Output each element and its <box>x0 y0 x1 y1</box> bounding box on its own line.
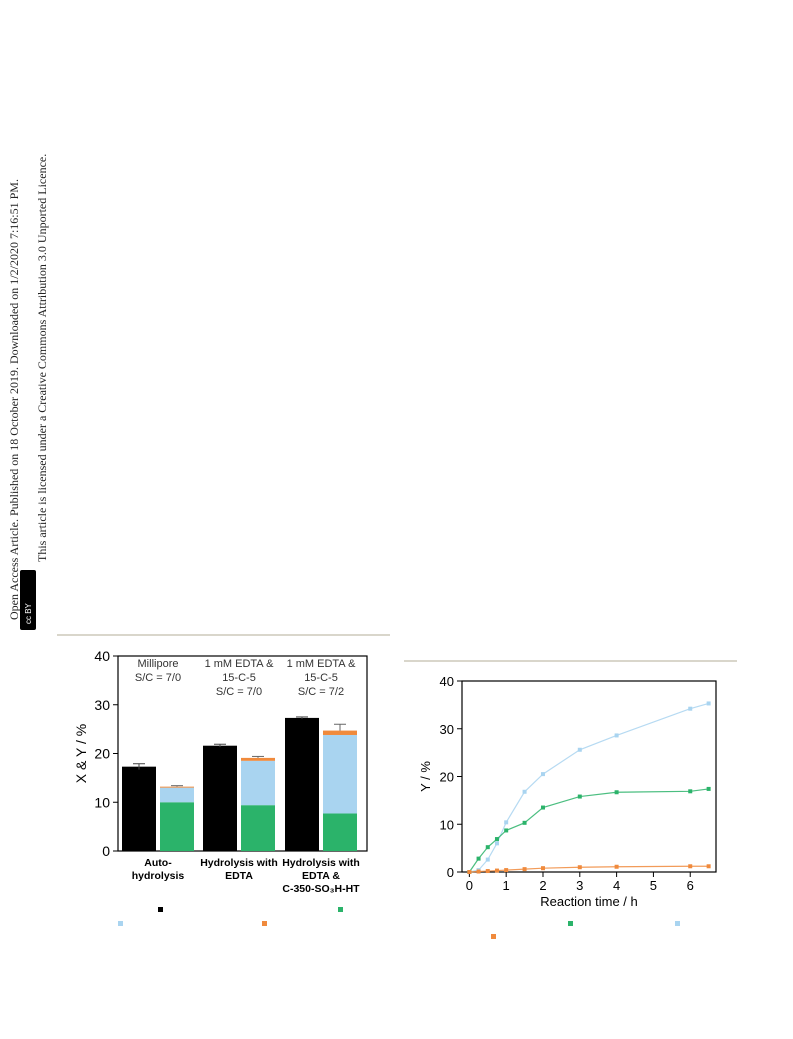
line-point-green <box>688 789 693 794</box>
line-point-green <box>494 837 499 842</box>
line-xtick-label: 2 <box>539 878 546 893</box>
line-point-orange <box>706 864 711 869</box>
bar-stack-orange <box>160 786 194 788</box>
line-xtick-label: 3 <box>576 878 583 893</box>
line-series-light_blue <box>469 702 709 873</box>
line-point-orange <box>577 865 582 870</box>
line-ytick-label: 40 <box>440 674 454 689</box>
bar-category-label: EDTA & <box>302 870 340 882</box>
bar-annotation: S/C = 7/0 <box>216 686 262 698</box>
bar-category-label: Hydrolysis with <box>282 857 360 869</box>
line-y-axis-label: Y / % <box>418 761 433 792</box>
line-point-light_blue <box>706 701 711 706</box>
bar-stack-orange <box>241 757 275 761</box>
bar-y-axis-label: X & Y / % <box>73 724 89 783</box>
line-ytick-label: 30 <box>440 722 454 737</box>
line-point-light_blue <box>485 857 490 862</box>
bar-stack-orange <box>323 730 357 735</box>
bar-stack-light-blue <box>160 787 194 803</box>
line-point-orange <box>467 870 472 874</box>
line-point-light_blue <box>688 706 693 711</box>
line-point-orange <box>485 869 490 874</box>
line-plot-frame <box>461 680 717 873</box>
legend-marker-light-blue <box>118 921 123 926</box>
line-ytick-label: 10 <box>440 817 454 832</box>
bar-stack-light-blue <box>323 734 357 814</box>
bar-category-label: hydrolysis <box>132 870 185 882</box>
bar-stack-green <box>160 802 194 851</box>
bar-annotation: 1 mM EDTA & <box>287 658 357 670</box>
line-point-green <box>540 805 545 810</box>
line-xtick-label: 4 <box>613 878 620 893</box>
divider-left <box>57 634 390 636</box>
line-point-orange <box>476 869 481 874</box>
line-xtick-label: 1 <box>503 878 510 893</box>
line-point-orange <box>540 866 545 871</box>
bar-category-label: C-350-SO₃H-HT <box>282 883 360 895</box>
bar-stack-light-blue <box>241 760 275 806</box>
bar-stack-green <box>241 805 275 851</box>
bar-ytick-label: 0 <box>102 843 110 859</box>
legend-marker-orange-2 <box>491 934 496 939</box>
line-point-green <box>485 845 490 850</box>
line-xtick-label: 5 <box>650 878 657 893</box>
line-ytick-label: 20 <box>440 770 454 785</box>
bar-annotation: 1 mM EDTA & <box>205 658 275 670</box>
line-xtick-label: 0 <box>466 878 473 893</box>
line-point-light_blue <box>540 772 545 777</box>
line-point-light_blue <box>522 789 527 794</box>
line-point-light_blue <box>494 841 499 846</box>
legend-marker-light-blue-2 <box>675 921 680 926</box>
line-point-green <box>476 856 481 861</box>
bar-annotation: S/C = 7/2 <box>298 686 344 698</box>
divider-right <box>404 660 737 662</box>
bar-stack-green <box>323 813 357 851</box>
line-point-green <box>614 790 619 795</box>
bar-ytick-label: 30 <box>94 697 110 713</box>
bar-annotation: S/C = 7/0 <box>135 672 181 684</box>
line-point-light_blue <box>614 733 619 738</box>
line-x-axis-label: Reaction time / h <box>540 894 638 909</box>
legend-marker-green-2 <box>568 921 573 926</box>
line-point-orange <box>504 868 509 873</box>
line-ytick-label: 0 <box>447 865 454 880</box>
legend-marker-black <box>158 907 163 912</box>
bar-ytick-label: 40 <box>94 648 110 664</box>
bar-annotation: 15-C-5 <box>222 672 256 684</box>
line-point-light_blue <box>577 747 582 752</box>
line-point-orange <box>688 864 693 869</box>
line-point-light_blue <box>504 820 509 825</box>
bar-conversion <box>122 766 156 851</box>
bar-ytick-label: 10 <box>94 794 110 810</box>
line-point-green <box>504 828 509 833</box>
line-point-green <box>706 786 711 791</box>
bar-conversion <box>203 745 237 851</box>
bar-category-label: Auto- <box>144 857 172 869</box>
cc-license-badge[interactable]: cc BY <box>20 570 36 630</box>
bar-ytick-label: 20 <box>94 746 110 762</box>
bar-annotation: 15-C-5 <box>304 672 338 684</box>
bar-category-label: Hydrolysis with <box>200 857 278 869</box>
bar-category-label: EDTA <box>225 870 253 882</box>
line-xtick-label: 6 <box>687 878 694 893</box>
line-point-green <box>577 794 582 799</box>
bar-conversion <box>285 717 319 851</box>
line-point-orange <box>614 864 619 869</box>
legend-marker-green <box>338 907 343 912</box>
line-point-green <box>522 820 527 825</box>
line-point-orange <box>522 867 527 872</box>
legend-marker-orange <box>262 921 267 926</box>
line-point-orange <box>494 868 499 873</box>
bar-annotation: Millipore <box>138 658 179 670</box>
